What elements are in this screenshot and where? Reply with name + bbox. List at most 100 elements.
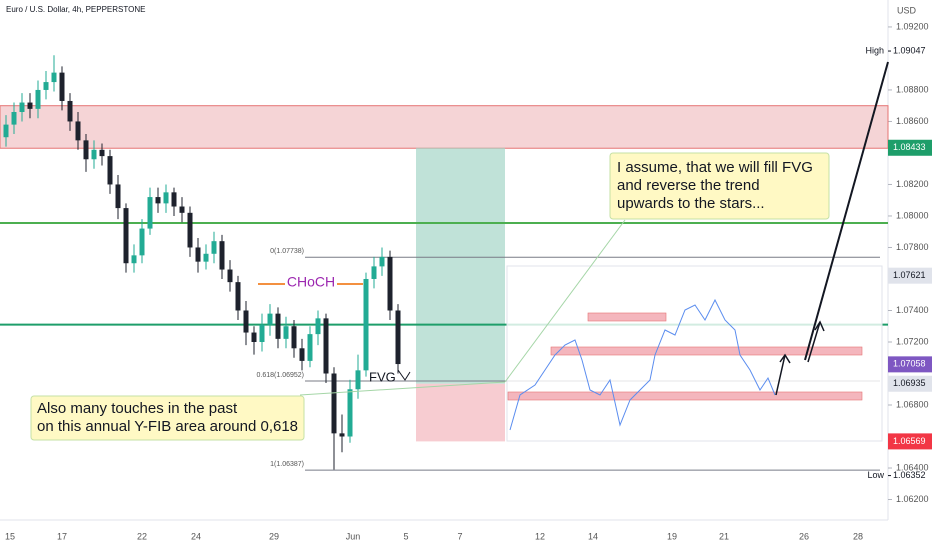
x-tick-label: 7 [457, 531, 462, 541]
callout [609, 152, 830, 220]
price-badge-label: 1.06569 [893, 436, 926, 446]
x-tick-label: 19 [667, 531, 677, 541]
candle-body [43, 82, 49, 90]
price-badge [888, 267, 932, 284]
projection [807, 321, 821, 363]
callout [30, 395, 305, 441]
y-tick-label: 1.07800 [896, 242, 929, 252]
callout-pointer [299, 381, 506, 396]
candle-body [259, 324, 265, 342]
choch-label: CHoCH [287, 274, 335, 290]
fvg-label: FVG [369, 369, 396, 384]
candle-body [83, 140, 89, 160]
price-badge-label: 1.07058 [893, 359, 926, 369]
x-tick-label: 5 [403, 531, 408, 541]
candle-body [91, 149, 97, 160]
x-tick-label: 12 [535, 531, 545, 541]
price-name: High [865, 45, 884, 55]
candle-body [123, 208, 129, 264]
price-badge [888, 433, 932, 450]
y-tick-label: 1.08000 [896, 210, 929, 220]
candle-body [379, 256, 385, 267]
candle-body [51, 72, 57, 83]
candle-body [139, 228, 145, 256]
candle-body [299, 348, 305, 361]
candle-body [395, 310, 401, 365]
candle-body [227, 269, 233, 283]
target-box [416, 147, 505, 384]
inset-zone [587, 312, 667, 322]
candle-body [59, 72, 65, 101]
price-label: 1.06352 [893, 470, 926, 480]
symbol-title: Euro / U.S. Dollar, 4h, PEPPERSTONE [6, 5, 145, 14]
x-tick-label: 28 [853, 531, 863, 541]
candle-body [115, 184, 121, 209]
x-tick-label: 17 [57, 531, 67, 541]
inset-price [509, 298, 776, 431]
candle-body [155, 197, 161, 204]
candle-body [347, 389, 353, 437]
price-badge-label: 1.07621 [893, 270, 926, 280]
price-label: 1.09047 [893, 45, 926, 55]
callout-text: upwards to the stars... [617, 195, 765, 212]
x-tick-label: 24 [191, 531, 201, 541]
candle-body [147, 197, 153, 229]
y-tick-label: 1.07200 [896, 336, 929, 346]
candle-body [283, 326, 289, 339]
trend-line [804, 61, 889, 361]
x-tick-label: 15 [5, 531, 15, 541]
candle-body [331, 373, 337, 434]
fib-label: 1(1.06387) [270, 461, 304, 468]
candle-body [187, 212, 193, 248]
y-tick-label: 1.06400 [896, 462, 929, 472]
fib-label: 0(1.07738) [270, 248, 304, 255]
stop-box [416, 383, 505, 442]
x-tick-label: 29 [269, 531, 279, 541]
candle-body [355, 370, 361, 390]
inset-zone [550, 346, 863, 356]
candle-body [171, 192, 177, 207]
x-tick-label: 26 [799, 531, 809, 541]
y-tick-label: 1.07400 [896, 305, 929, 315]
y-tick-label: 1.08800 [896, 84, 929, 94]
arrow-head [779, 320, 825, 364]
inset-zone [507, 391, 863, 401]
candle-body [67, 100, 73, 122]
candle-body [195, 247, 201, 262]
candle-body [243, 310, 249, 333]
x-tick-label: Jun [346, 531, 361, 541]
candle-body [211, 241, 217, 254]
price-badge [888, 356, 932, 373]
candle-body [99, 149, 105, 157]
fib-label: 0.618(1.06952) [257, 372, 304, 379]
fvg-arrow [397, 369, 411, 381]
price-badge [888, 139, 932, 156]
candle-body [267, 313, 273, 325]
candle-body [323, 318, 329, 374]
candle-body [275, 313, 281, 339]
candle-body [203, 253, 209, 262]
candle-body [235, 282, 241, 311]
candle-body [75, 121, 81, 141]
y-tick-label: 1.08200 [896, 179, 929, 189]
y-tick-label: 1.09200 [896, 21, 929, 31]
candle-body [163, 192, 169, 204]
candle-body [387, 256, 393, 311]
candle-body [131, 255, 137, 264]
candle-body [251, 332, 257, 342]
y-tick-label: 1.06200 [896, 494, 929, 504]
candle-body [339, 433, 345, 437]
candle-body [19, 102, 25, 113]
price-badge-label: 1.06935 [893, 378, 926, 388]
y-tick-label: 1.06800 [896, 399, 929, 409]
candle-body [315, 318, 321, 335]
callout-text: Also many touches in the past [37, 400, 238, 417]
y-tick-label: 1.08600 [896, 116, 929, 126]
x-tick-label: 22 [137, 531, 147, 541]
candle-body [3, 124, 9, 138]
callout-text: I assume, that we will fill FVG [617, 159, 813, 176]
candle-body [35, 89, 41, 109]
candle-body [363, 278, 369, 371]
price-badge [888, 375, 932, 392]
